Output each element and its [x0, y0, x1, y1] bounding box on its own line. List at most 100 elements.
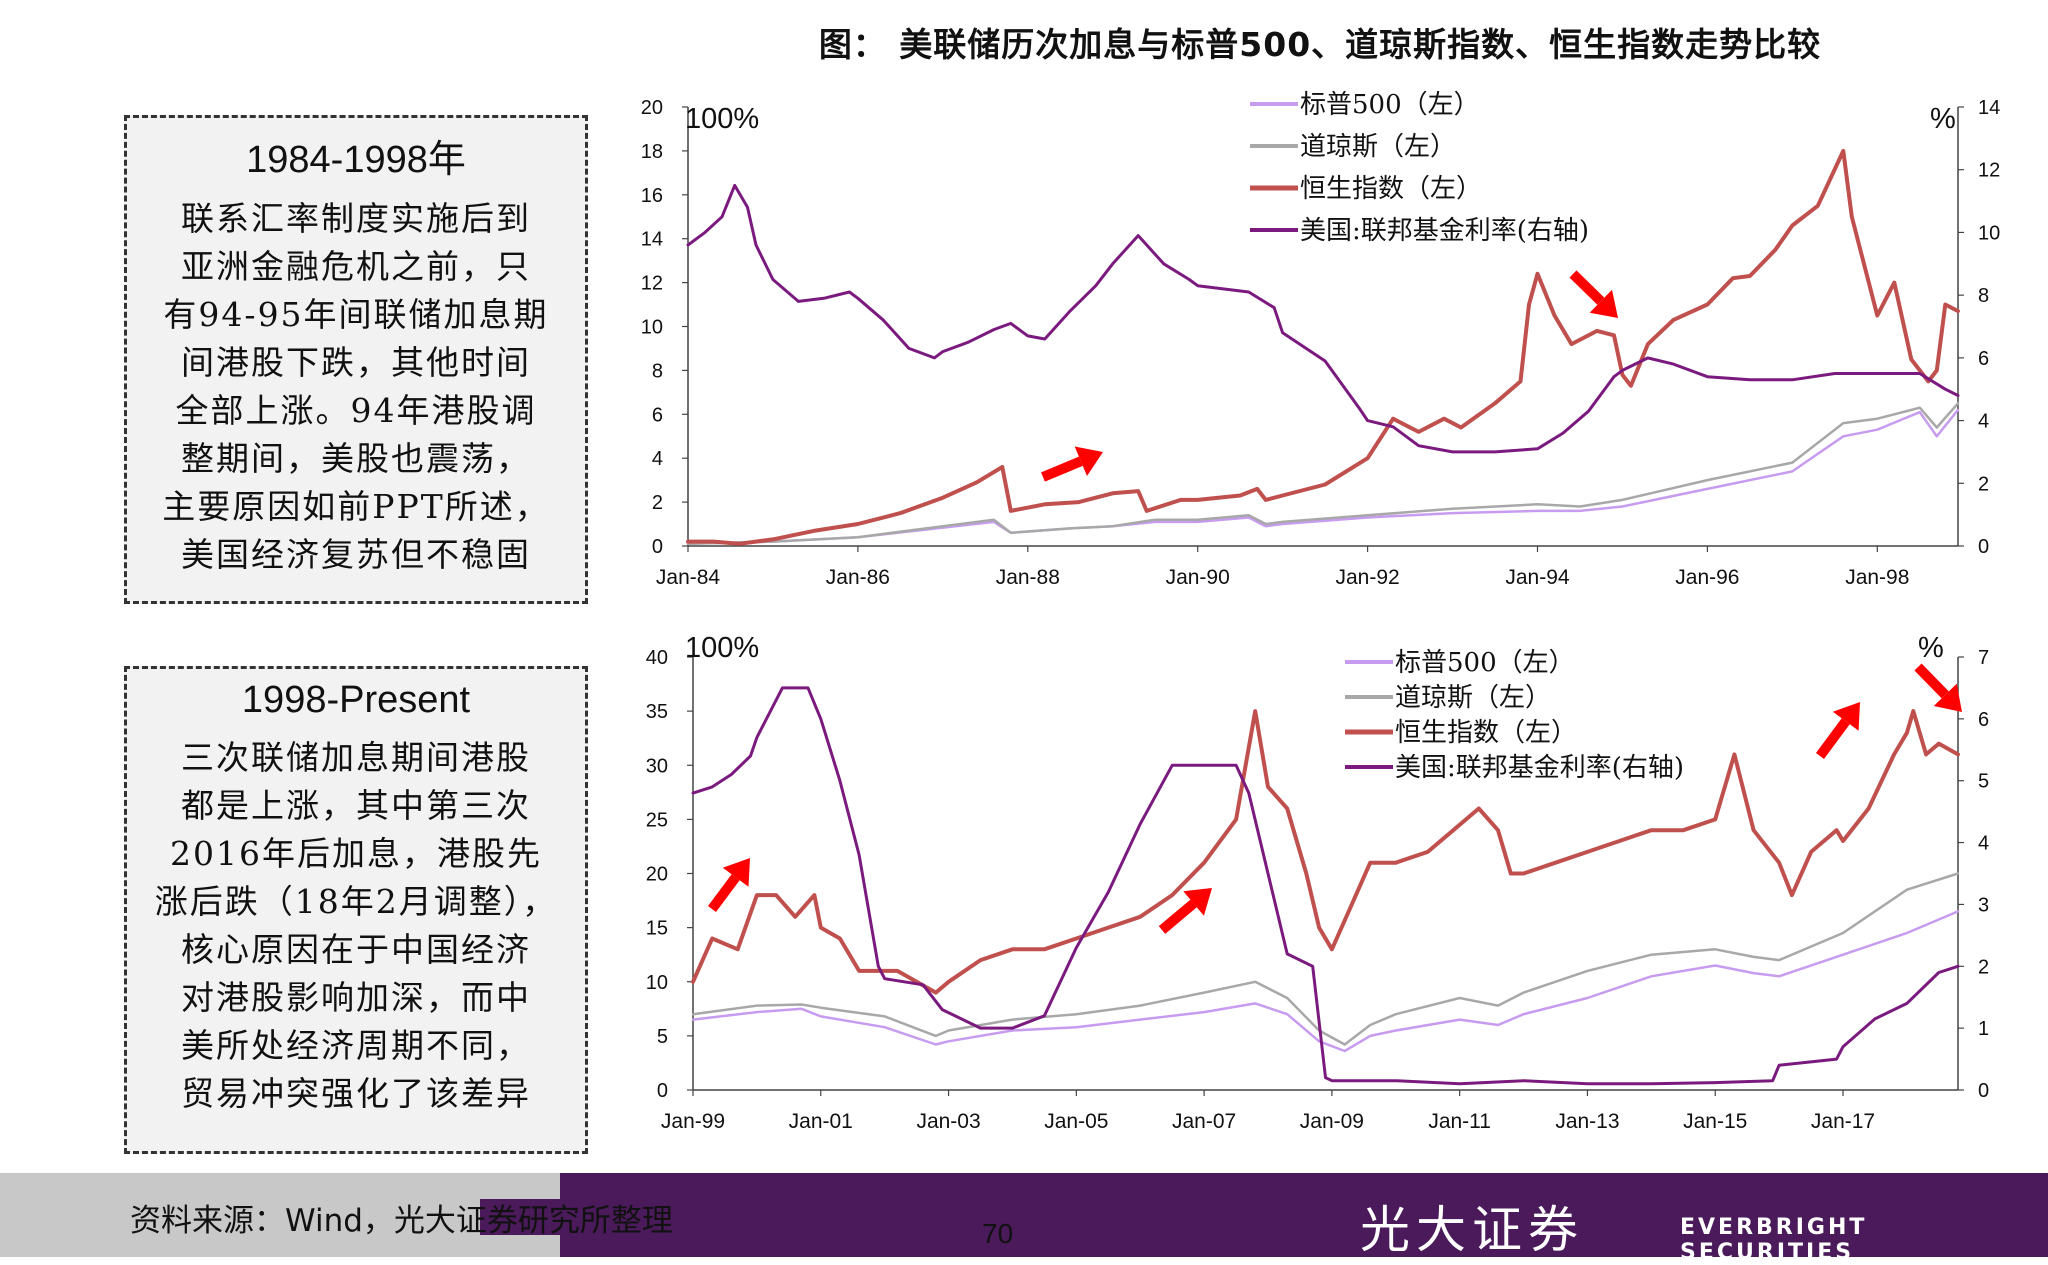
y2-tick-label: 6	[1978, 709, 1989, 731]
y-tick-label: 4	[652, 448, 663, 470]
right-unit-label: %	[1930, 103, 1956, 135]
panel-line: 涨后跌（18年2月调整），	[154, 882, 558, 921]
y-tick-label: 14	[641, 229, 663, 251]
brand-logo-en: EVERBRIGHT SECURITIES	[1680, 1215, 1868, 1265]
panel-line: 整期间，美股也震荡，	[181, 439, 531, 478]
panel-text: 联系汇率制度实施后到 亚洲金融危机之前，只 有94-95年间联储加息期 间港股下…	[127, 183, 585, 579]
y2-tick-label: 7	[1978, 647, 1989, 669]
panel-line: 都是上涨，其中第三次	[181, 786, 531, 825]
y2-tick-label: 10	[1978, 222, 2000, 244]
footer-bar	[0, 1173, 2048, 1257]
y-tick-label: 2	[652, 492, 663, 514]
x-tick-label: Jan-15	[1683, 1110, 1747, 1133]
trend-arrow-shaft	[1158, 899, 1197, 934]
trend-arrow-head	[1933, 683, 1962, 712]
legend-label: 美国:联邦基金利率(右轴)	[1395, 753, 1684, 783]
legend-label: 恒生指数（左）	[1300, 174, 1482, 204]
series-line-3	[691, 709, 1960, 995]
panel-line: 美所处经济周期不同，	[181, 1026, 531, 1065]
x-tick-label: Jan-98	[1845, 566, 1909, 589]
y2-tick-label: 2	[1978, 473, 1989, 495]
x-tick-label: Jan-03	[916, 1110, 980, 1133]
trend-arrow-shaft	[1815, 718, 1850, 759]
y2-tick-label: 2	[1978, 956, 1989, 978]
panel-line: 间港股下跌，其他时间	[181, 343, 531, 382]
footer-light-block	[0, 1173, 560, 1257]
panel-line: 美国经济复苏但不稳固	[181, 535, 531, 574]
y-tick-label: 0	[657, 1080, 668, 1102]
y-tick-label: 30	[646, 755, 668, 777]
chart-1: 0 2 4 6 8 10 12 14 16 18 20 0 2 4 6 8 10 12 14 Jan-84 Jan-86…	[641, 90, 2001, 589]
y-tick-label: 6	[652, 404, 663, 426]
series-line-3	[686, 148, 1960, 546]
y2-tick-label: 6	[1978, 348, 1989, 370]
trend-arrow-shaft	[1569, 270, 1605, 305]
x-tick-label: Jan-11	[1428, 1110, 1491, 1133]
panel-line: 三次联储加息期间港股	[181, 738, 531, 777]
legend-label: 美国:联邦基金利率(右轴)	[1300, 216, 1589, 246]
x-tick-label: Jan-13	[1555, 1110, 1619, 1133]
y2-tick-label: 0	[1978, 1080, 1989, 1102]
y2-tick-label: 14	[1978, 97, 2000, 119]
y2-tick-label: 0	[1978, 536, 1989, 558]
note-panel-1984-1998: 1984-1998年 联系汇率制度实施后到 亚洲金融危机之前，只 有94-95年…	[124, 115, 588, 604]
panel-line: 全部上涨。94年港股调	[175, 391, 537, 430]
y-tick-label: 10	[641, 317, 663, 339]
legend-label: 恒生指数（左）	[1395, 718, 1577, 748]
panel-line: 主要原因如前PPT所述，	[162, 487, 550, 526]
panel-heading: 1998-Present	[241, 679, 471, 721]
series-line-2	[691, 872, 1960, 1046]
source-note: 资料来源：Wind，光大证券研究所整理	[130, 1203, 673, 1239]
x-tick-label: Jan-09	[1300, 1110, 1364, 1133]
note-panel-1998-present: 1998-Present 三次联储加息期间港股 都是上涨，其中第三次 2016年…	[124, 666, 588, 1154]
chart-2: 0 5 10 15 20 25 30 35 40 0 1 2 3 4 5 6 7 Jan-99 Jan-01 Jan-…	[646, 632, 1989, 1133]
x-tick-label: Jan-86	[826, 566, 890, 589]
y-tick-label: 10	[646, 972, 668, 994]
trend-arrow-head	[1074, 446, 1103, 476]
trend-arrow-shaft	[1914, 663, 1949, 699]
y-tick-label: 0	[652, 536, 663, 558]
brand-logo-cn: 光大证券	[1360, 1201, 1584, 1259]
series-line-4	[686, 183, 1960, 454]
trend-arrow-head	[1832, 702, 1860, 731]
x-tick-label: Jan-99	[661, 1110, 725, 1133]
legend-label: 道琼斯（左）	[1395, 683, 1551, 713]
y-tick-label: 18	[641, 141, 663, 163]
panel-line: 贸易冲突强化了该差异	[181, 1074, 531, 1113]
x-tick-label: Jan-96	[1675, 566, 1739, 589]
panel-text: 三次联储加息期间港股 都是上涨，其中第三次 2016年后加息，港股先 涨后跌（1…	[127, 722, 585, 1118]
page-title: 图： 美联储历次加息与标普500、道琼斯指数、恒生指数走势比较	[818, 25, 1822, 64]
panel-line: 对港股影响加深，而中	[181, 978, 531, 1017]
y-tick-label: 35	[646, 701, 668, 723]
y-tick-label: 20	[641, 97, 663, 119]
series-line-2	[686, 402, 1960, 546]
panel-line: 核心原因在于中国经济	[181, 930, 531, 969]
page-number: 70	[982, 1218, 1014, 1249]
x-tick-label: Jan-05	[1044, 1110, 1108, 1133]
y-tick-label: 5	[657, 1026, 668, 1048]
right-unit-label: %	[1918, 632, 1944, 664]
y2-tick-label: 1	[1978, 1018, 1989, 1040]
x-tick-label: Jan-94	[1505, 566, 1570, 589]
series-line-1	[691, 910, 1960, 1053]
x-tick-label: Jan-17	[1811, 1110, 1875, 1133]
x-tick-label: Jan-88	[996, 566, 1060, 589]
left-unit-label: 100%	[685, 103, 759, 135]
trend-arrow-shaft	[1041, 456, 1083, 482]
y2-tick-label: 5	[1978, 771, 1989, 793]
y-tick-label: 16	[641, 185, 663, 207]
y2-tick-label: 12	[1978, 160, 2000, 182]
panel-line: 2016年后加息，港股先	[170, 834, 542, 873]
x-tick-label: Jan-01	[789, 1110, 853, 1133]
trend-arrow-head	[722, 858, 750, 887]
legend-label: 道琼斯（左）	[1300, 132, 1456, 162]
series-line-1	[686, 408, 1960, 546]
legend-label: 标普500（左）	[1395, 648, 1575, 678]
trend-arrow-head	[1183, 888, 1212, 916]
x-tick-label: Jan-84	[656, 566, 721, 589]
panel-line: 有94-95年间联储加息期	[163, 295, 549, 334]
panel-line: 亚洲金融危机之前，只	[181, 247, 531, 286]
left-unit-label: 100%	[685, 632, 759, 664]
y-tick-label: 15	[646, 918, 668, 940]
